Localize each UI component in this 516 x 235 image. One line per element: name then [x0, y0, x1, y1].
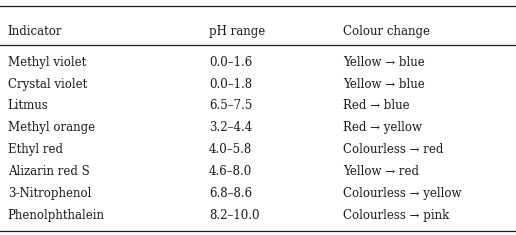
Text: Colourless → red: Colourless → red: [343, 143, 444, 156]
Text: 6.5–7.5: 6.5–7.5: [209, 99, 252, 113]
Text: 8.2–10.0: 8.2–10.0: [209, 209, 260, 222]
Text: Methyl orange: Methyl orange: [8, 121, 95, 134]
Text: Alizarin red S: Alizarin red S: [8, 165, 89, 178]
Text: Yellow → blue: Yellow → blue: [343, 78, 425, 91]
Text: Phenolphthalein: Phenolphthalein: [8, 209, 105, 222]
Text: 3-Nitrophenol: 3-Nitrophenol: [8, 187, 91, 200]
Text: Indicator: Indicator: [8, 25, 62, 38]
Text: Red → blue: Red → blue: [343, 99, 410, 113]
Text: Red → yellow: Red → yellow: [343, 121, 422, 134]
Text: Colour change: Colour change: [343, 25, 430, 38]
Text: 0.0–1.6: 0.0–1.6: [209, 56, 252, 69]
Text: Yellow → red: Yellow → red: [343, 165, 419, 178]
Text: 4.6–8.0: 4.6–8.0: [209, 165, 252, 178]
Text: Yellow → blue: Yellow → blue: [343, 56, 425, 69]
Text: Colourless → yellow: Colourless → yellow: [343, 187, 462, 200]
Text: Methyl violet: Methyl violet: [8, 56, 86, 69]
Text: Litmus: Litmus: [8, 99, 49, 113]
Text: pH range: pH range: [209, 25, 265, 38]
Text: Ethyl red: Ethyl red: [8, 143, 63, 156]
Text: Crystal violet: Crystal violet: [8, 78, 87, 91]
Text: 0.0–1.8: 0.0–1.8: [209, 78, 252, 91]
Text: 3.2–4.4: 3.2–4.4: [209, 121, 252, 134]
Text: 4.0–5.8: 4.0–5.8: [209, 143, 252, 156]
Text: Colourless → pink: Colourless → pink: [343, 209, 449, 222]
Text: 6.8–8.6: 6.8–8.6: [209, 187, 252, 200]
